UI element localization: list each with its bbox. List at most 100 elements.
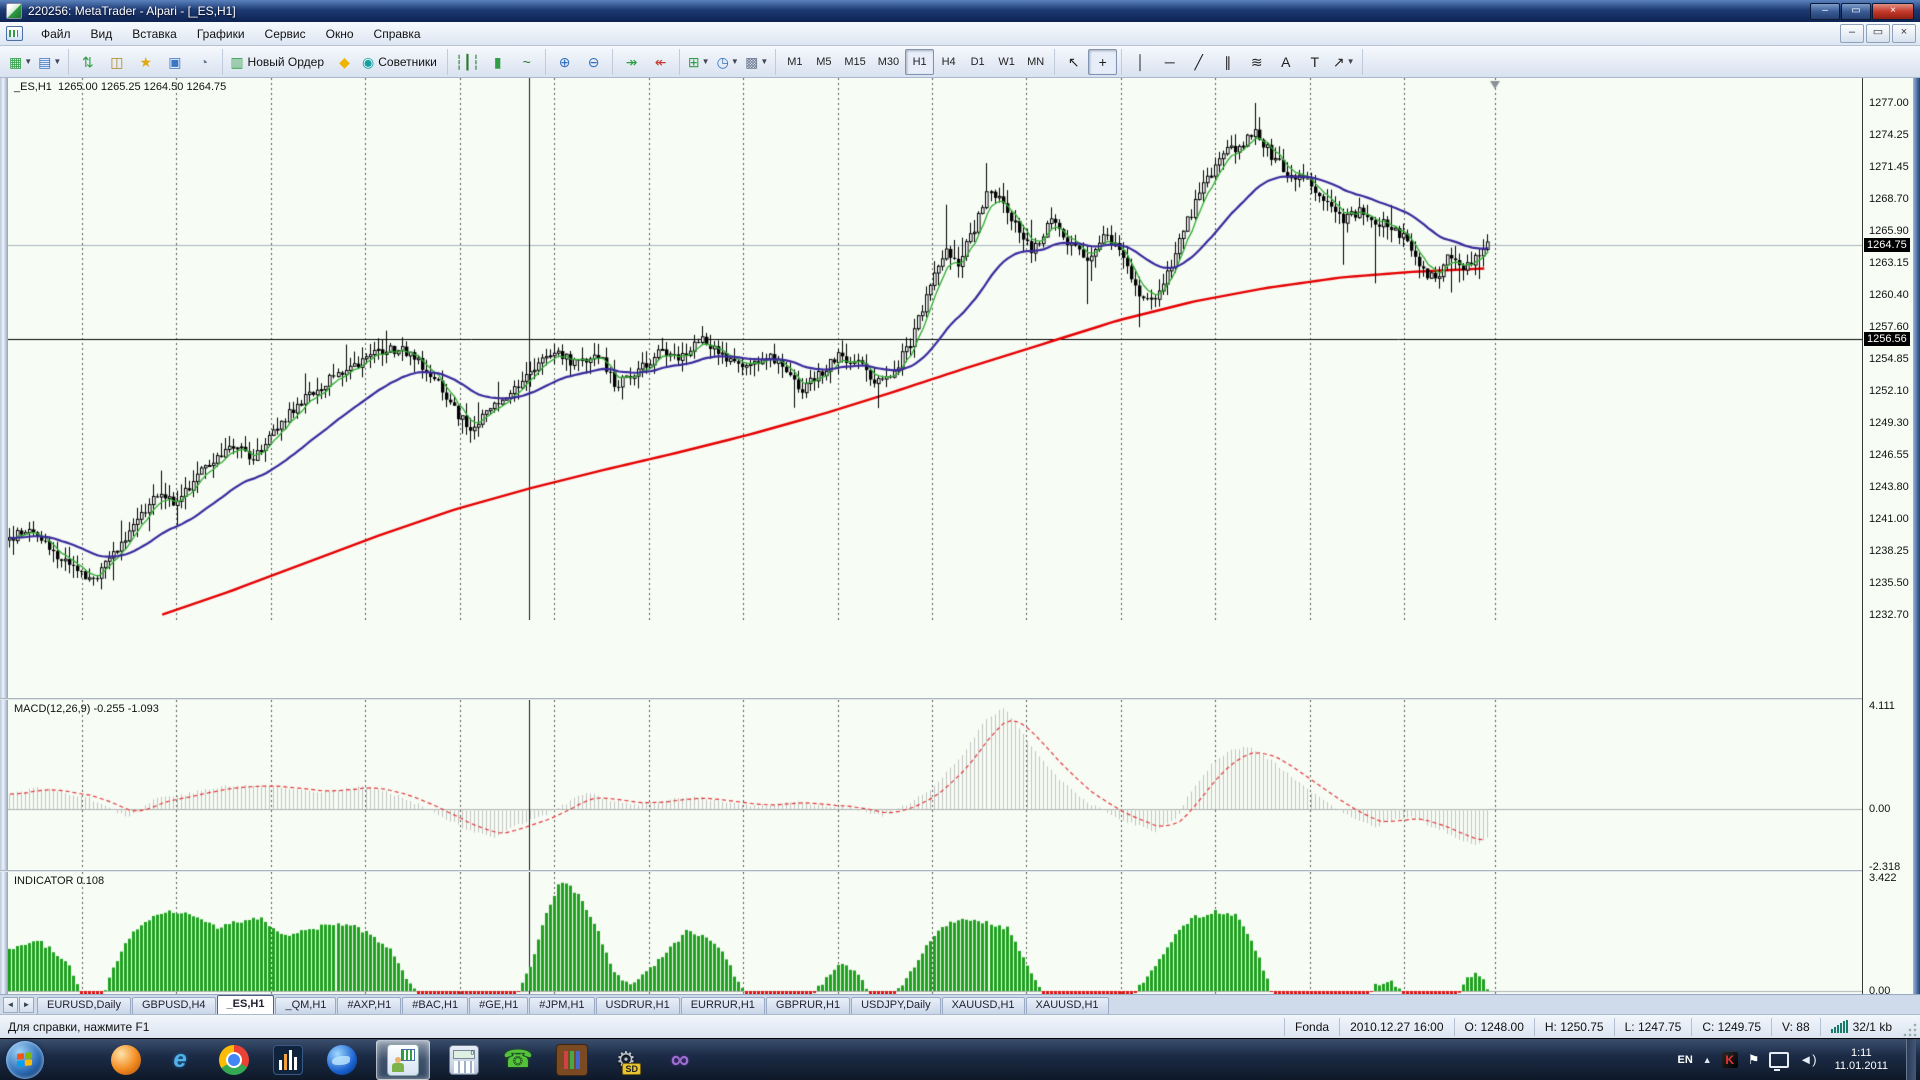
mdi-restore-button[interactable]: ▭ <box>1866 24 1890 43</box>
taskbar-app-globe-app[interactable] <box>322 1041 362 1079</box>
menu-charts[interactable]: Графики <box>196 26 245 41</box>
tf-M5[interactable]: M5 <box>809 49 838 75</box>
tf-H1[interactable]: H1 <box>905 48 935 75</box>
menu-help[interactable]: Справка <box>373 26 421 41</box>
menu-insert[interactable]: Вставка <box>132 26 177 41</box>
tf-M30[interactable]: M30 <box>872 49 905 75</box>
tf-MN[interactable]: MN <box>1021 49 1050 75</box>
fibonacci-button[interactable]: ≋ <box>1242 49 1271 75</box>
templates-menu-button[interactable]: ▩ ▼ <box>742 49 771 75</box>
hline-button-icon: ─ <box>1164 53 1175 70</box>
terminal-button[interactable]: ▣ <box>160 49 189 75</box>
navigator-button[interactable]: ★ <box>131 49 160 75</box>
trendline-button[interactable]: ╱ <box>1184 49 1213 75</box>
experts-button[interactable]: ◉ Советники <box>359 49 443 75</box>
strategy-tester-button[interactable]: ◔ <box>189 49 218 75</box>
vline-button[interactable]: │ <box>1126 49 1155 75</box>
chart-shift-button[interactable]: ↞ <box>646 49 675 75</box>
start-button[interactable] <box>6 1040 44 1079</box>
text-label-button[interactable]: T <box>1300 49 1329 75</box>
chart-tab-XAUUSD-H1[interactable]: XAUUSD,H1 <box>941 997 1025 1014</box>
metaeditor-button[interactable]: ◆ <box>330 49 359 75</box>
action-center-icon[interactable]: ⚑ <box>1747 1051 1760 1067</box>
channel-button[interactable]: ∥ <box>1213 49 1242 75</box>
chart-tab-GBPUSD-H4[interactable]: GBPUSD,H4 <box>131 997 216 1014</box>
price-scale[interactable]: 1277.00 1274.25 1271.45 1268.70 1265.90 1263.… <box>1862 78 1913 1045</box>
windows-logo-icon <box>17 1051 33 1068</box>
price-chart-panel[interactable]: _ES,H1 1265.00 1265.25 1264.50 1264.75 <box>8 78 1862 620</box>
tf-D1[interactable]: D1 <box>963 49 992 75</box>
market-watch-button[interactable]: ⇅ <box>73 49 102 75</box>
new-order-button[interactable]: ▥ Новый Ордер <box>227 49 330 75</box>
zoom-out-button[interactable]: ⊖ <box>579 49 608 75</box>
candles-type-button[interactable]: ▮ <box>483 49 512 75</box>
chart-tab-EURRUR-H1[interactable]: EURRUR,H1 <box>680 997 765 1014</box>
tf-M15[interactable]: M15 <box>838 49 871 75</box>
menu-service[interactable]: Сервис <box>264 26 306 41</box>
taskbar-app-metatrader[interactable] <box>376 1039 430 1080</box>
price-chart-canvas[interactable] <box>8 78 1862 620</box>
maximize-button[interactable]: ▭ <box>1841 2 1871 20</box>
menu-file[interactable]: Файл <box>41 26 71 41</box>
macd-panel[interactable]: MACD(12,26,9) -0.255 -1.093 <box>8 700 1862 870</box>
taskbar-app-qip-messenger[interactable]: ☎ <box>498 1041 538 1079</box>
volume-icon[interactable]: ◄) <box>1799 1052 1817 1067</box>
window-right-frame <box>1913 78 1920 994</box>
hidden-icons-button[interactable]: ▲ <box>1702 1054 1712 1065</box>
chart-tab--AXP-H1[interactable]: #AXP,H1 <box>337 997 402 1014</box>
show-desktop-button[interactable] <box>1906 1038 1916 1080</box>
chart-tab--JPM-H1[interactable]: #JPM,H1 <box>529 997 595 1014</box>
profiles-button[interactable]: ▤ ▼ <box>35 49 64 75</box>
taskbar-app-stats-app[interactable] <box>268 1041 308 1079</box>
new-chart-button[interactable]: ▦ ▼ <box>6 49 35 75</box>
chart-tab--ES-H1[interactable]: _ES,H1 <box>216 995 275 1014</box>
chart-tab-EURUSD-Daily[interactable]: EURUSD,Daily <box>37 997 131 1014</box>
kaspersky-icon[interactable]: K <box>1721 1051 1738 1068</box>
indicators-menu-button-icon: ⊞ <box>687 53 700 70</box>
mdi-close-button[interactable]: × <box>1892 24 1916 43</box>
chart-tab--GE-H1[interactable]: #GE,H1 <box>469 997 529 1014</box>
chart-tab-GBPRUR-H1[interactable]: GBPRUR,H1 <box>765 997 851 1014</box>
taskbar-app-chrome[interactable] <box>214 1041 254 1079</box>
periods-menu-button[interactable]: ◷ ▼ <box>713 49 742 75</box>
crosshair-button[interactable]: + <box>1088 48 1118 75</box>
chart-tab--BAC-H1[interactable]: #BAC,H1 <box>402 997 469 1014</box>
close-button[interactable]: × <box>1872 2 1914 20</box>
minimize-button[interactable]: – <box>1810 2 1840 20</box>
tab-scroll-right-button[interactable]: ► <box>19 997 34 1013</box>
mdi-minimize-button[interactable]: – <box>1840 24 1864 43</box>
panel-separator[interactable] <box>0 698 1920 700</box>
chart-tab-USDRUR-H1[interactable]: USDRUR,H1 <box>595 997 680 1014</box>
tf-M1[interactable]: M1 <box>780 49 809 75</box>
macd-canvas[interactable] <box>8 700 1862 870</box>
taskbar-app-internet-explorer[interactable]: e <box>160 1041 200 1079</box>
text-button[interactable]: A <box>1271 49 1300 75</box>
bars-type-button[interactable]: ┆┃┆ <box>452 49 483 75</box>
taskbar-app-calculator[interactable]: 0 <box>444 1041 484 1079</box>
taskbar-app-visual-studio[interactable]: ∞ <box>660 1041 700 1079</box>
zoom-in-button[interactable]: ⊕ <box>550 49 579 75</box>
taskbar-app-library-app[interactable] <box>552 1041 592 1079</box>
tf-H4[interactable]: H4 <box>934 49 963 75</box>
autoscroll-button[interactable]: ↠ <box>617 49 646 75</box>
tf-W1[interactable]: W1 <box>992 49 1021 75</box>
language-indicator[interactable]: EN <box>1677 1053 1693 1066</box>
taskbar-app-sd-tool[interactable]: ⚙ SD <box>606 1041 646 1079</box>
chart-tab-USDJPY-Daily[interactable]: USDJPY,Daily <box>851 997 941 1014</box>
resize-grip[interactable] <box>1902 1022 1918 1038</box>
panel-separator[interactable] <box>0 870 1920 872</box>
network-icon[interactable] <box>1769 1051 1790 1071</box>
taskbar-app-firefox[interactable] <box>106 1041 146 1079</box>
taskbar-clock[interactable]: 1:11 11.01.2011 <box>1834 1046 1888 1072</box>
menu-window[interactable]: Окно <box>325 26 354 41</box>
data-window-button[interactable]: ◫ <box>102 49 131 75</box>
hline-button[interactable]: ─ <box>1155 49 1184 75</box>
line-type-button[interactable]: ~ <box>512 49 541 75</box>
cursor-button[interactable]: ↖ <box>1059 49 1088 75</box>
tab-scroll-left-button[interactable]: ◄ <box>3 997 18 1013</box>
chart-tab--QM-H1[interactable]: _QM,H1 <box>275 997 337 1014</box>
arrows-button[interactable]: ↗ ▼ <box>1329 49 1358 75</box>
menu-view[interactable]: Вид <box>90 26 113 41</box>
chart-tab-XAUUSD-H1[interactable]: XAUUSD,H1 <box>1025 997 1109 1014</box>
indicators-menu-button[interactable]: ⊞ ▼ <box>684 49 713 75</box>
